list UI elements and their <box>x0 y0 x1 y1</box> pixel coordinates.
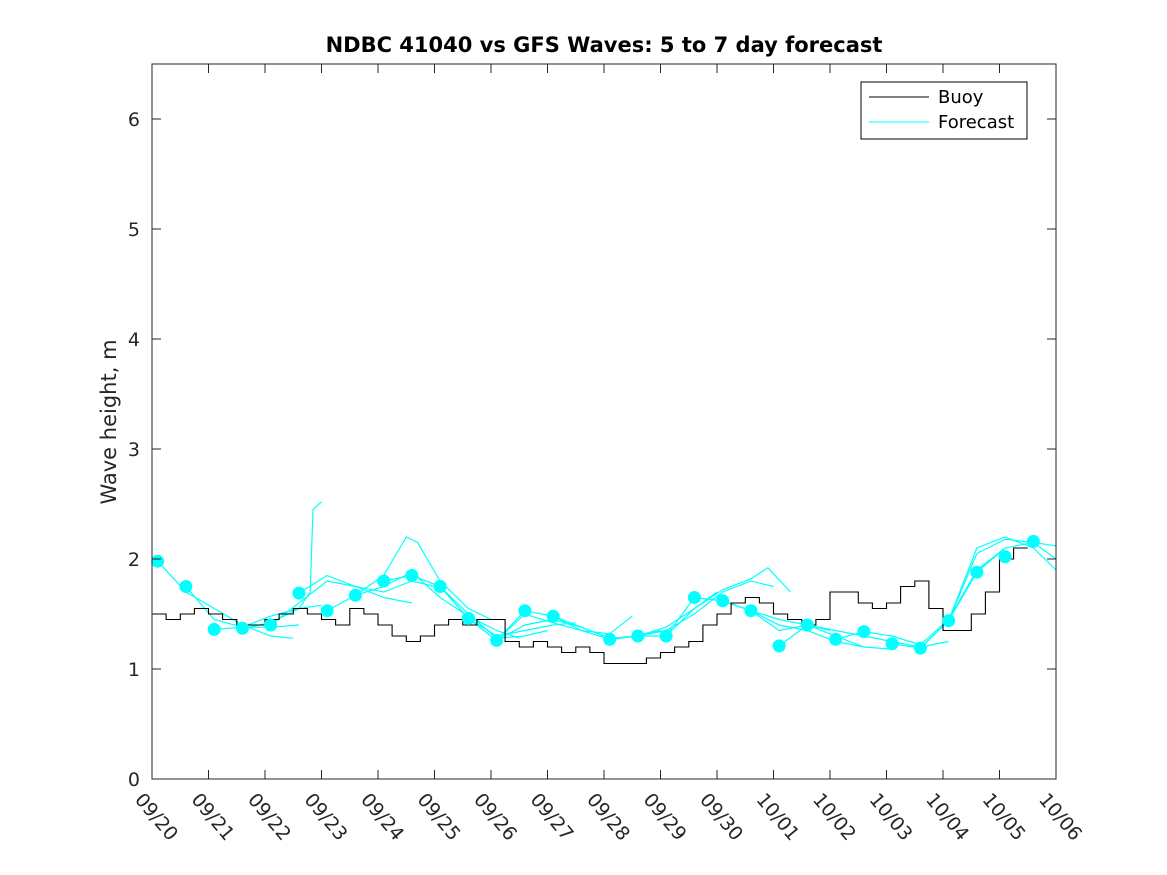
forecast-trace <box>185 586 299 628</box>
forecast-marker <box>490 633 504 647</box>
x-tick-label: 09/29 <box>639 789 691 845</box>
forecast-marker <box>405 569 419 582</box>
x-tick-label: 09/30 <box>695 789 747 845</box>
legend-box <box>860 81 1028 140</box>
x-tick-label: 10/04 <box>921 789 973 845</box>
y-tick-label: 2 <box>128 549 140 571</box>
forecast-marker <box>913 641 927 655</box>
x-tick-label: 09/24 <box>356 789 408 845</box>
x-tick-label: 10/03 <box>865 789 917 845</box>
y-axis-label: Wave height, m <box>97 339 121 504</box>
forecast-marker <box>857 625 871 639</box>
y-tick-label: 3 <box>128 439 140 461</box>
x-tick-label: 09/26 <box>469 789 521 845</box>
y-tick-label: 6 <box>128 109 140 131</box>
forecast-marker <box>800 618 814 632</box>
forecast-marker <box>546 609 560 623</box>
chart-title: NDBC 41040 vs GFS Waves: 5 to 7 day fore… <box>326 33 883 57</box>
x-tick-label: 10/05 <box>978 789 1030 845</box>
y-tick-label: 4 <box>128 329 140 351</box>
x-tick-label: 09/22 <box>243 789 295 845</box>
forecast-marker <box>292 586 306 600</box>
forecast-marker <box>461 611 475 625</box>
forecast-marker <box>631 629 645 643</box>
forecast-trace <box>214 604 322 630</box>
forecast-marker <box>744 604 758 618</box>
x-tick-label: 10/01 <box>752 789 804 845</box>
forecast-marker <box>377 574 391 588</box>
legend: Buoy Forecast <box>860 81 1028 140</box>
forecast-marker <box>716 594 730 608</box>
x-tick-label: 09/21 <box>187 789 239 845</box>
forecast-marker <box>235 621 249 635</box>
axes-box <box>151 63 1057 780</box>
forecast-marker <box>942 614 956 628</box>
forecast-marker <box>970 565 984 579</box>
forecast-marker <box>687 591 701 604</box>
forecast-trace <box>892 541 1057 649</box>
forecast-marker <box>179 580 193 593</box>
x-tick-label: 10/02 <box>808 789 860 845</box>
y-tick-label: 0 <box>128 769 140 791</box>
forecast-trace <box>270 580 413 626</box>
x-tick-label: 10/06 <box>1034 789 1086 845</box>
forecast-trace <box>919 536 1057 649</box>
forecast-marker <box>207 622 221 636</box>
y-tick-label: 5 <box>128 219 140 241</box>
forecast-marker <box>264 618 278 632</box>
forecast-trace <box>948 538 1057 621</box>
x-tick-label: 09/27 <box>526 789 578 845</box>
forecast-marker <box>772 639 786 653</box>
x-tick-label: 09/20 <box>130 789 182 845</box>
forecast-marker <box>348 588 362 602</box>
forecast-marker <box>151 554 165 568</box>
forecast-marker <box>829 632 843 646</box>
legend-forecast-label: Forecast <box>938 112 1014 133</box>
forecast-marker <box>320 604 334 618</box>
y-tick-label: 1 <box>128 659 140 681</box>
forecast-trace <box>637 567 791 637</box>
forecast-marker <box>433 580 447 593</box>
legend-buoy-label: Buoy <box>938 87 984 108</box>
forecast-marker <box>659 629 673 643</box>
forecast-marker <box>885 637 899 651</box>
forecast-marker <box>518 604 532 618</box>
forecast-trace <box>298 574 435 594</box>
plot-area <box>151 501 1057 665</box>
x-tick-label: 09/23 <box>300 789 352 845</box>
forecast-trace <box>242 501 322 629</box>
x-tick-label: 09/28 <box>582 789 634 845</box>
forecast-marker <box>1026 534 1040 548</box>
buoy-line <box>152 547 1028 665</box>
x-tick-label: 09/25 <box>413 789 465 845</box>
forecast-marker <box>603 632 617 646</box>
forecast-marker <box>998 550 1012 564</box>
